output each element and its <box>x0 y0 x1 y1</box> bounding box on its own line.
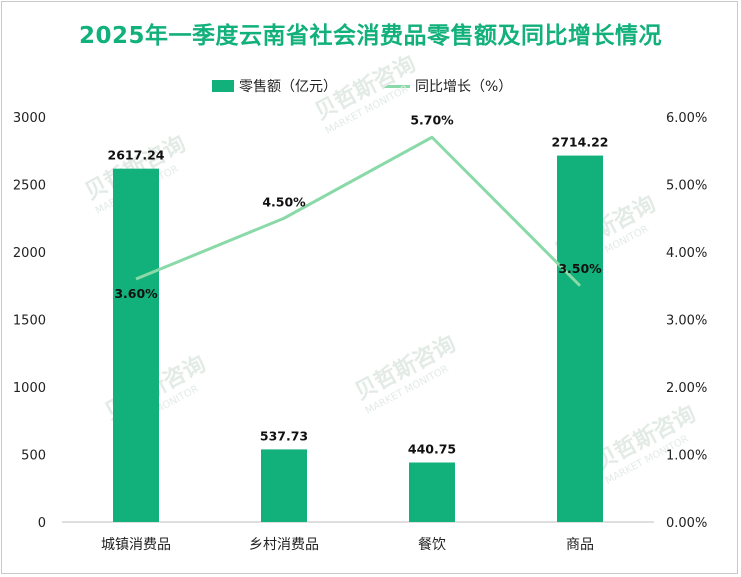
bar-data-label: 2714.22 <box>552 135 609 150</box>
bar <box>557 155 603 522</box>
left-axis-tick-label: 1000 <box>13 381 46 396</box>
x-axis-category-label: 餐饮 <box>418 537 446 553</box>
left-axis-tick-label: 2000 <box>13 246 46 261</box>
line-data-label: 5.70% <box>410 112 454 127</box>
legend-item-line: 同比增长（%） <box>384 76 512 96</box>
bar-data-label: 440.75 <box>408 441 456 456</box>
chart-title: 2025年一季度云南省社会消费品零售额及同比增长情况 <box>78 23 662 49</box>
x-axis-category-label: 城镇消费品 <box>101 537 171 553</box>
legend-line-swatch <box>384 84 410 88</box>
legend-bar-label: 零售额（亿元） <box>239 79 337 95</box>
right-axis-tick-label: 1.00% <box>666 449 707 464</box>
legend-bar-swatch <box>212 80 234 92</box>
legend: 零售额（亿元） 同比增长（%） <box>0 76 741 96</box>
line-layer <box>135 135 582 287</box>
x-axis-category-label: 商品 <box>566 537 594 553</box>
bar <box>261 449 307 522</box>
right-axis-tick-label: 6.00% <box>666 111 707 126</box>
axis-layer: 0 500 1000 1500 2000 2500 3000 0.00% 1.00% 2.00% 3… <box>13 111 707 553</box>
x-axis-category-label: 乡村消费品 <box>249 537 319 553</box>
bar-data-label: 537.73 <box>260 428 308 443</box>
left-axis-tick-label: 0 <box>38 516 46 531</box>
left-axis-tick-label: 500 <box>21 449 46 464</box>
right-axis-tick-label: 5.00% <box>666 179 707 194</box>
bar <box>409 462 455 522</box>
line-data-label: 3.50% <box>558 261 602 276</box>
legend-line-label: 同比增长（%） <box>415 79 513 95</box>
left-axis-tick-label: 2500 <box>13 179 46 194</box>
line-data-label: 4.50% <box>262 194 306 209</box>
right-axis-tick-label: 3.00% <box>666 314 707 329</box>
growth-line <box>135 135 582 287</box>
left-axis-tick-label: 1500 <box>13 314 46 329</box>
bar <box>113 168 159 522</box>
right-axis-tick-label: 2.00% <box>666 381 707 396</box>
line-data-label: 3.60% <box>114 286 158 301</box>
right-axis-tick-label: 4.00% <box>666 246 707 261</box>
bar-data-label: 2617.24 <box>108 148 165 163</box>
left-axis-tick-label: 3000 <box>13 111 46 126</box>
legend-item-bar: 零售额（亿元） <box>212 76 337 96</box>
bar-layer <box>113 155 603 522</box>
right-axis-tick-label: 0.00% <box>666 516 707 531</box>
label-layer: 2617.24 537.73 440.75 2714.22 3.60% 4.50% 5.70… <box>108 112 609 456</box>
